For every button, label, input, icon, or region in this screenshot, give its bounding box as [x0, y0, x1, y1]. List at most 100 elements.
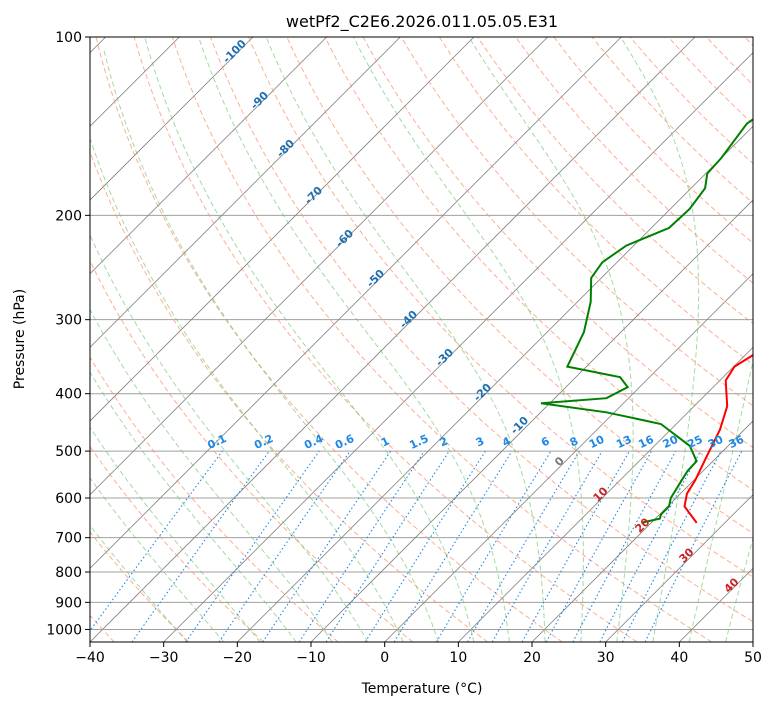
mixing-ratio-label: 0.2 [252, 432, 275, 452]
isotherm-line [90, 37, 475, 422]
mixing-ratio-line [621, 450, 722, 642]
mixing-ratio-label: 30 [706, 433, 726, 451]
y-tick-label: 100 [55, 30, 82, 46]
y-axis: 100 200 300 400 500 600 700 800 900 1000 [46, 30, 90, 638]
isotherm-line [605, 494, 753, 642]
isotherm-line [90, 37, 254, 201]
x-tick-label: 0 [380, 650, 389, 666]
x-tick-label: −20 [223, 650, 253, 666]
mixing-ratio-label: 36 [727, 433, 747, 451]
moist-adiabat-line [353, 37, 584, 642]
moist-adiabat-line [90, 308, 333, 642]
mixing-ratio-line [90, 450, 223, 632]
y-tick-label: 300 [55, 313, 82, 329]
y-axis-label: Pressure (hPa) [12, 289, 28, 389]
dry-adiabat-line [90, 445, 264, 642]
mixing-ratio-label: 20 [661, 433, 681, 451]
adiabat-label: -40 [397, 308, 420, 331]
dry-adiabat-line [744, 37, 753, 47]
dry-adiabat-line [362, 37, 753, 449]
dry-adiabat-line [553, 37, 753, 244]
y-tick-label: 800 [55, 565, 82, 581]
x-tick-label: 10 [449, 650, 467, 666]
isotherm-line [90, 37, 327, 275]
mixing-ratio-label: 16 [636, 433, 656, 451]
mixing-ratio-label: 3 [474, 434, 486, 449]
isotherm-line [163, 52, 753, 642]
mixing-ratio-line [545, 450, 653, 642]
isotherm-line [531, 420, 753, 642]
data-lines [540, 118, 753, 524]
x-tick-label: −30 [149, 650, 179, 666]
mixing-ratio-label: 8 [568, 434, 580, 449]
dry-adiabat-line [286, 37, 753, 534]
x-tick-label: 50 [744, 650, 762, 666]
mixing-ratio-label: 1 [379, 434, 391, 449]
y-tick-label: 1000 [46, 622, 82, 638]
dry-adiabat-line [477, 37, 753, 325]
adiabat-label: 30 [677, 545, 697, 565]
x-axis-label: Temperature (°C) [361, 681, 483, 697]
x-tick-label: −40 [75, 650, 105, 666]
mixing-ratio-label: 2 [438, 434, 450, 449]
mixing-ratio-label: 1.5 [407, 432, 430, 452]
mixing-ratio-label: 6 [539, 434, 552, 449]
mixing-ratio-line [262, 450, 392, 642]
moist-adiabat-line [265, 37, 546, 642]
moist-adiabat-line [103, 49, 439, 642]
adiabat-label: -10 [508, 414, 531, 437]
mixing-ratio-line [185, 450, 320, 642]
moist-adiabat-line [90, 426, 261, 642]
temperature-profile [683, 353, 753, 524]
dry-adiabat-line [90, 531, 190, 642]
moist-adiabat-line [620, 37, 700, 642]
moist-adiabat-line [90, 477, 225, 642]
dry-adiabat-line [90, 150, 488, 642]
dry-adiabat-line [438, 37, 753, 366]
isotherm-line [679, 567, 753, 642]
mixing-ratio-line [393, 450, 513, 642]
y-tick-label: 700 [55, 531, 82, 547]
adiabat-label: -100 [220, 37, 249, 66]
dry-adiabat-line [515, 37, 753, 284]
y-tick-label: 900 [55, 595, 82, 611]
adiabat-label: -90 [248, 89, 271, 112]
background-lines [90, 37, 753, 642]
isotherm-line [752, 641, 753, 642]
dry-adiabat-line [400, 37, 753, 407]
x-tick-label: 40 [670, 650, 688, 666]
moist-adiabat-line [144, 37, 475, 642]
adiabat-label: 20 [633, 515, 653, 535]
moist-adiabat-line [90, 524, 188, 642]
y-tick-label: 600 [55, 491, 82, 507]
plot-frame [89, 36, 754, 643]
dry-adiabat-line [171, 37, 712, 642]
dry-adiabat-line [706, 37, 753, 86]
x-tick-label: −10 [296, 650, 326, 666]
mixing-ratio-line [521, 450, 630, 642]
mixing-ratio-label: 10 [587, 433, 607, 451]
mixing-ratio-line [325, 450, 450, 642]
dry-adiabat-line [210, 37, 753, 623]
mixing-ratio-label: 0.1 [205, 432, 228, 452]
isotherm-line [458, 346, 753, 642]
moist-adiabat-line [90, 371, 297, 642]
dry-adiabat-line [324, 37, 753, 491]
mixing-ratio-line [572, 450, 677, 642]
adiabat-label: -20 [471, 381, 494, 404]
mixing-ratio-line [218, 450, 351, 642]
adiabat-label: -30 [433, 346, 456, 369]
y-tick-label: 500 [55, 444, 82, 460]
x-axis: −40 −30 −20 −10 0 10 20 30 40 50 [75, 642, 762, 666]
moist-adiabat-line [198, 37, 510, 642]
isotherm-line [90, 37, 696, 642]
mixing-ratio-label: 0.6 [333, 432, 356, 452]
chart-title: wetPf2_C2E6.2026.011.05.05.E31 [286, 12, 558, 32]
isotherm-line [90, 37, 548, 496]
mixing-ratio-label: 0.4 [302, 432, 325, 452]
dry-adiabat-line [591, 37, 753, 204]
isotherm-line [384, 273, 753, 642]
mixing-ratio-line [644, 450, 743, 642]
mixing-ratio-label: 25 [685, 433, 704, 451]
